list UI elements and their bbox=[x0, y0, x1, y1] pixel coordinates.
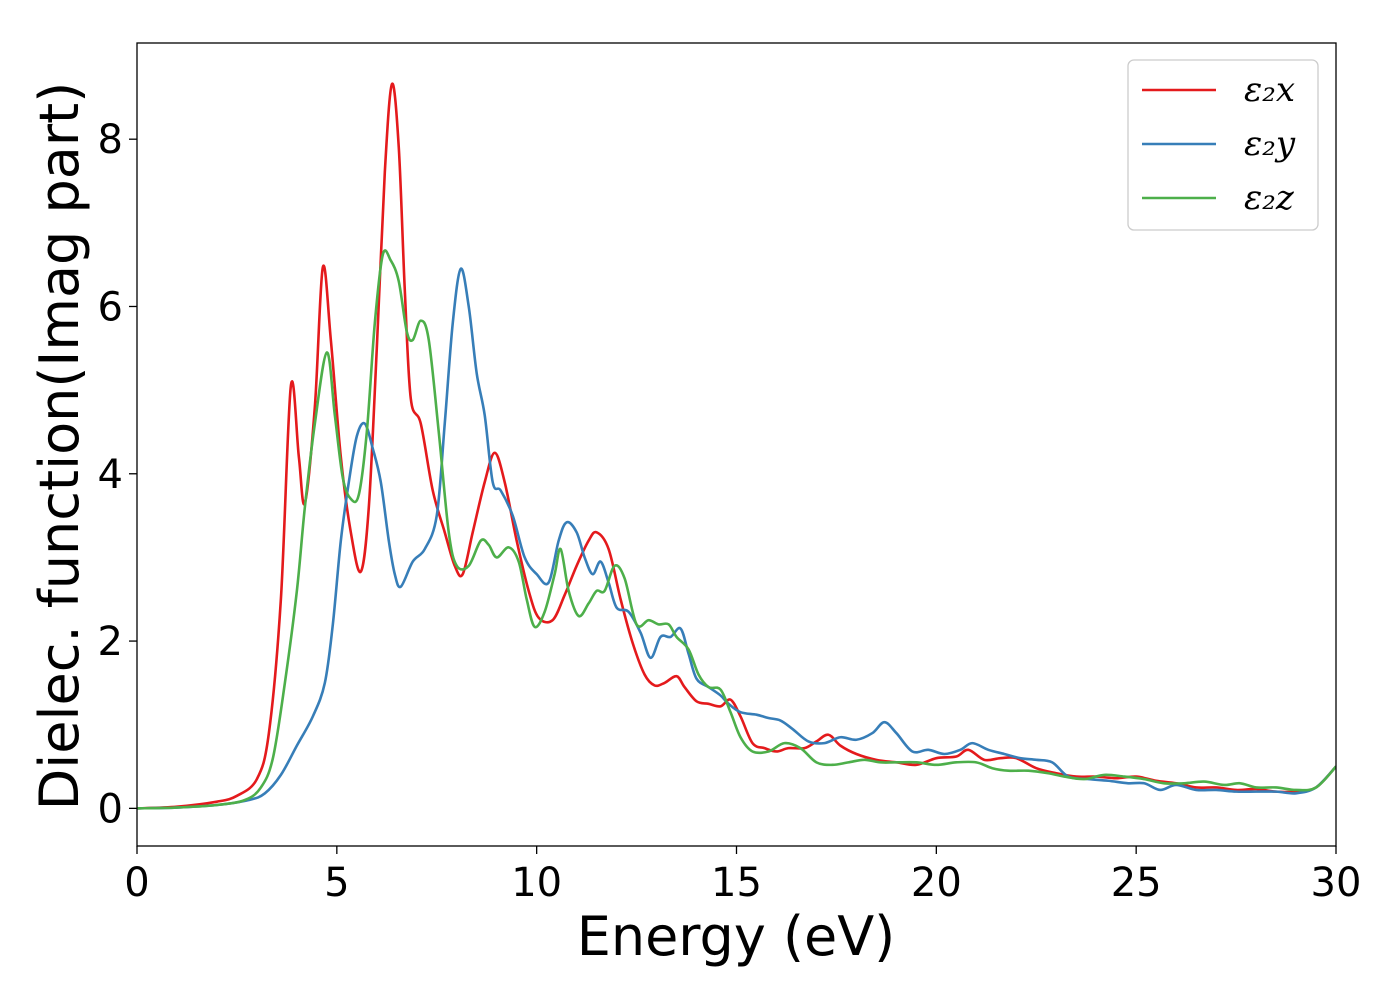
x-tick-label: 5 bbox=[324, 860, 349, 906]
series-lines bbox=[137, 82, 1336, 810]
x-tick-label: 20 bbox=[911, 860, 962, 906]
y-tick-label: 8 bbox=[98, 117, 123, 163]
legend-label-3: ε₂z bbox=[1244, 178, 1295, 218]
x-axis-ticks: 0 5 10 15 20 25 30 bbox=[124, 846, 1361, 906]
x-tick-label: 25 bbox=[1111, 860, 1162, 906]
legend-label-2: ε₂y bbox=[1244, 124, 1296, 164]
x-tick-label: 15 bbox=[711, 860, 762, 906]
legend: ε₂x ε₂y ε₂z bbox=[1127, 59, 1319, 231]
y-axis-ticks: 0 2 4 6 8 bbox=[98, 117, 137, 832]
series-line-1 bbox=[137, 82, 1336, 810]
x-tick-label: 0 bbox=[124, 860, 149, 906]
x-tick-label: 10 bbox=[511, 860, 562, 906]
y-tick-label: 2 bbox=[98, 619, 123, 665]
legend-items: ε₂x ε₂y ε₂z bbox=[1142, 70, 1296, 218]
legend-label-1: ε₂x bbox=[1244, 70, 1295, 110]
legend-box bbox=[1127, 59, 1319, 231]
series-line-3 bbox=[137, 249, 1336, 810]
x-axis-title: Energy (eV) bbox=[577, 905, 896, 968]
series-line-2 bbox=[137, 267, 1336, 810]
y-tick-label: 0 bbox=[98, 786, 123, 832]
y-tick-label: 4 bbox=[98, 452, 123, 498]
y-axis-title: Dielec. function(Imag part) bbox=[28, 82, 91, 811]
y-tick-label: 6 bbox=[98, 284, 123, 330]
x-tick-label: 30 bbox=[1311, 860, 1362, 906]
plot-frame bbox=[136, 42, 1337, 847]
